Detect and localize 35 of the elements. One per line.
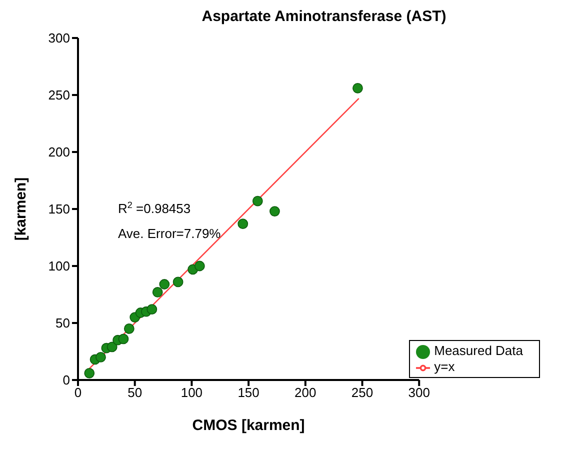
point bbox=[152, 287, 163, 298]
x-tick-label: 300 bbox=[408, 385, 430, 400]
point bbox=[118, 334, 129, 344]
x-tick-label: 250 bbox=[351, 385, 374, 400]
legend-label: Measured Data bbox=[434, 343, 523, 358]
point bbox=[96, 352, 106, 362]
y-tick-label: 300 bbox=[48, 30, 70, 46]
point bbox=[124, 324, 134, 334]
point bbox=[106, 342, 118, 352]
point bbox=[159, 279, 170, 290]
annotation: Ave. Error=7.79% bbox=[118, 226, 222, 241]
y-tick-label: 150 bbox=[48, 202, 70, 217]
x-tick-label: 100 bbox=[180, 385, 203, 400]
y-tick-label: 200 bbox=[48, 144, 70, 160]
x-axis-title: CMOS [karmen] bbox=[192, 417, 305, 434]
legend-label: y=x bbox=[434, 359, 455, 374]
point bbox=[352, 82, 363, 94]
x-tick-label: 200 bbox=[294, 385, 316, 400]
y-tick-label: 50 bbox=[56, 316, 70, 331]
chart-title: Aspartate Aminotransferase (AST) bbox=[200, 8, 448, 27]
point bbox=[270, 206, 280, 216]
x-tick-label: 0 bbox=[74, 385, 82, 400]
x-tick-label: 150 bbox=[238, 385, 260, 400]
point bbox=[238, 218, 248, 230]
point bbox=[252, 196, 263, 206]
annotation: R$^{2}$=0.98453 bbox=[118, 200, 191, 216]
y-tick-label: 0 bbox=[62, 372, 70, 388]
y-tick-label: 250 bbox=[48, 88, 70, 103]
point bbox=[194, 260, 205, 272]
y-tick-label: 100 bbox=[48, 258, 70, 274]
point bbox=[146, 304, 158, 315]
x-tick-label: 50 bbox=[128, 385, 142, 400]
point bbox=[84, 368, 95, 378]
point bbox=[172, 276, 184, 288]
y-axis-title: [karmen] bbox=[12, 177, 30, 241]
